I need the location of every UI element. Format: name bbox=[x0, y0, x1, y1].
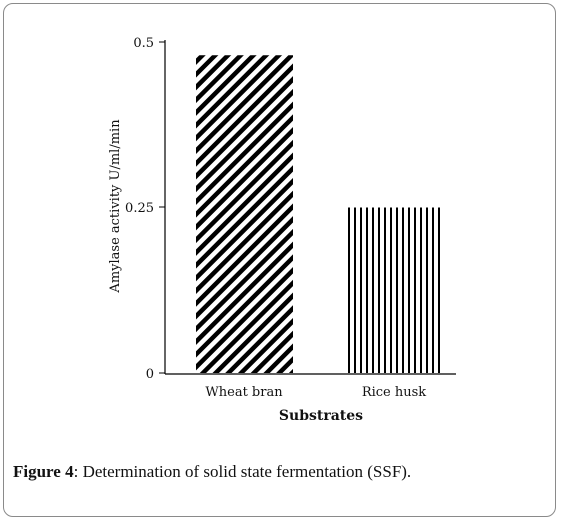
x-category-label-wheat-bran: Wheat bran bbox=[205, 385, 283, 400]
figure-caption-text: : Determination of solid state fermentat… bbox=[73, 462, 412, 481]
figure-caption-label: Figure 4 bbox=[13, 462, 74, 481]
y-tick-label-mid: 0.25 bbox=[125, 201, 154, 216]
y-tick-label-bottom: 0 bbox=[146, 367, 154, 382]
figure-caption: Figure 4: Determination of solid state f… bbox=[13, 462, 543, 482]
bar-wheat-bran bbox=[196, 55, 293, 374]
x-category-label-rice-husk: Rice husk bbox=[362, 385, 426, 400]
x-axis-label: Substrates bbox=[279, 408, 363, 424]
y-tick-label-top: 0.5 bbox=[133, 36, 154, 51]
y-axis-label: Amylase activity U/ml/min bbox=[108, 119, 123, 294]
bar-rice-husk bbox=[346, 207, 443, 373]
